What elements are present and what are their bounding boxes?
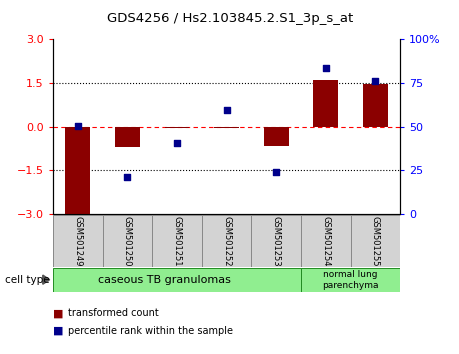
Text: normal lung
parenchyma: normal lung parenchyma [322, 270, 378, 290]
FancyBboxPatch shape [53, 268, 300, 292]
Text: GSM501252: GSM501252 [222, 216, 230, 266]
Text: percentile rank within the sample: percentile rank within the sample [68, 326, 233, 336]
Text: ■: ■ [53, 326, 63, 336]
Text: GSM501253: GSM501253 [271, 216, 280, 267]
FancyBboxPatch shape [251, 215, 300, 267]
Bar [313, 80, 337, 127]
FancyBboxPatch shape [202, 215, 251, 267]
Text: GSM501251: GSM501251 [172, 216, 181, 266]
Text: cell type: cell type [5, 275, 49, 285]
Point [123, 174, 131, 179]
FancyBboxPatch shape [152, 215, 202, 267]
Point [321, 65, 329, 71]
Text: transformed count: transformed count [68, 308, 158, 318]
Point [173, 140, 180, 145]
FancyBboxPatch shape [102, 215, 152, 267]
Point [74, 123, 81, 129]
Bar [263, 127, 288, 145]
Polygon shape [43, 275, 50, 284]
Point [371, 79, 378, 84]
Point [272, 169, 279, 175]
Text: GSM501254: GSM501254 [320, 216, 330, 266]
FancyBboxPatch shape [300, 268, 399, 292]
Bar [115, 127, 140, 147]
Bar [214, 127, 238, 128]
Text: ■: ■ [53, 308, 63, 318]
FancyBboxPatch shape [300, 215, 350, 267]
Bar [65, 127, 90, 214]
Text: GSM501255: GSM501255 [370, 216, 379, 266]
Point [223, 107, 230, 113]
Text: GSM501249: GSM501249 [73, 216, 82, 266]
FancyBboxPatch shape [350, 215, 399, 267]
Bar [164, 127, 189, 128]
FancyBboxPatch shape [53, 215, 102, 267]
Text: GSM501250: GSM501250 [123, 216, 132, 266]
Text: GDS4256 / Hs2.103845.2.S1_3p_s_at: GDS4256 / Hs2.103845.2.S1_3p_s_at [106, 12, 353, 25]
Text: caseous TB granulomas: caseous TB granulomas [98, 275, 230, 285]
Bar [362, 84, 387, 127]
